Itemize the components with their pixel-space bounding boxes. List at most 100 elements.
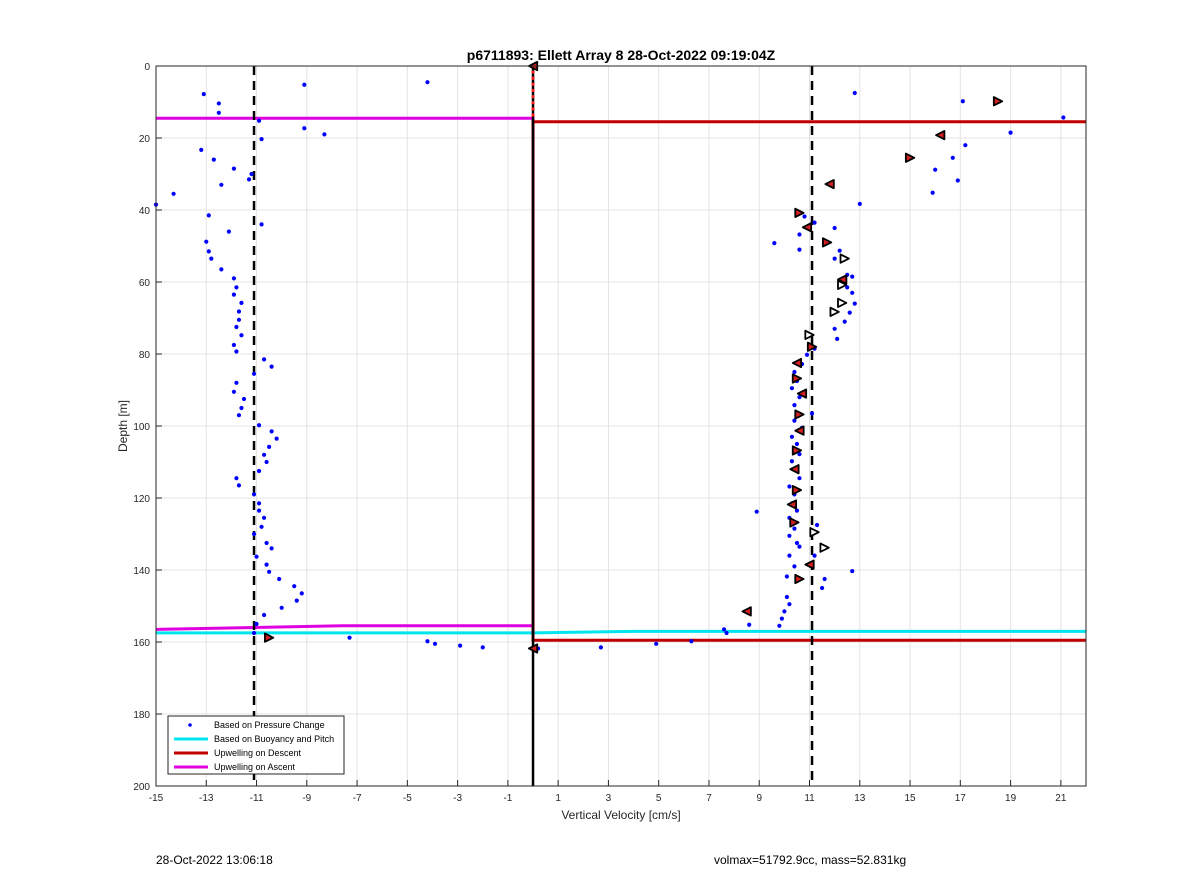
- pressure-change-point: [261, 357, 267, 362]
- pressure-change-point: [256, 468, 262, 474]
- triangle-marker: [829, 306, 840, 317]
- pressure-change-point: [850, 290, 855, 295]
- pressure-change-point: [845, 285, 850, 290]
- pressure-change-points: [153, 80, 1066, 651]
- pressure-change-point: [201, 91, 206, 97]
- pressure-change-point: [269, 364, 274, 369]
- triangle-marker: [527, 643, 539, 654]
- pressure-change-point: [777, 623, 782, 628]
- x-tick-label: -3: [453, 793, 462, 804]
- x-tick-label: -11: [250, 793, 264, 804]
- pressure-change-point: [251, 492, 257, 497]
- pressure-change-point: [347, 635, 352, 640]
- triangle-marker: [791, 373, 803, 384]
- pressure-change-point: [256, 423, 262, 428]
- pressure-change-point: [256, 118, 262, 123]
- x-tick-label: -15: [149, 793, 164, 804]
- pressure-change-point: [797, 544, 802, 549]
- x-tick-label: -7: [353, 793, 362, 804]
- pressure-change-point: [950, 155, 955, 160]
- triangle-marker: [794, 573, 805, 585]
- triangle-marker: [791, 357, 803, 369]
- pressure-change-point: [234, 380, 239, 385]
- pressure-change-point: [819, 585, 825, 591]
- pressure-change-point: [216, 101, 221, 106]
- pressure-change-point: [249, 171, 254, 177]
- y-axis-label: Depth [m]: [116, 400, 130, 452]
- pressure-change-point: [234, 285, 239, 290]
- pressure-change-point: [789, 386, 795, 391]
- pressure-change-point: [234, 324, 239, 330]
- pressure-change-point: [241, 396, 247, 402]
- pressure-change-point: [598, 645, 603, 650]
- pressure-change-point: [251, 371, 257, 376]
- pressure-change-point: [216, 110, 221, 115]
- x-tick-label: 1: [555, 793, 561, 804]
- pressure-change-point: [787, 602, 792, 607]
- pressure-change-point: [814, 522, 820, 528]
- pressure-change-point: [955, 178, 960, 183]
- pressure-change-point: [779, 616, 784, 621]
- pressure-change-point: [259, 222, 264, 227]
- triangle-marker: [741, 606, 752, 617]
- pressure-change-point: [261, 515, 267, 520]
- triangle-marker: [794, 409, 805, 420]
- pressure-change-point: [782, 609, 787, 614]
- pressure-change-point: [277, 576, 282, 582]
- triangle-marker: [791, 445, 803, 456]
- legend-label: Based on Pressure Change: [214, 720, 325, 730]
- x-tick-label: 13: [854, 793, 866, 804]
- triangle-markers: [264, 60, 1004, 654]
- pressure-change-point: [754, 509, 759, 514]
- y-tick-label: 40: [139, 206, 151, 217]
- pressure-change-point: [251, 531, 257, 537]
- footer-timestamp: 28-Oct-2022 13:06:18: [156, 853, 273, 867]
- footer-volmax-mass: volmax=51792.9cc, mass=52.831kg: [714, 853, 907, 867]
- pressure-change-point: [199, 147, 204, 152]
- pressure-change-point: [812, 220, 817, 225]
- y-tick-label: 100: [133, 422, 150, 433]
- pressure-change-point: [425, 80, 430, 85]
- pressure-change-point: [322, 132, 327, 137]
- pressure-change-point: [654, 641, 659, 646]
- y-tick-label: 160: [133, 638, 150, 649]
- pressure-change-point: [784, 574, 789, 579]
- pressure-change-point: [1061, 115, 1066, 120]
- x-tick-label: 11: [804, 793, 815, 804]
- pressure-change-point: [792, 369, 797, 375]
- pressure-change-point: [239, 300, 244, 305]
- triangle-marker: [837, 274, 848, 285]
- pressure-change-point: [256, 508, 262, 513]
- pressure-change-point: [425, 639, 430, 644]
- pressure-change-point: [267, 444, 272, 449]
- triangle-marker: [935, 130, 946, 141]
- pressure-change-point: [837, 248, 842, 253]
- x-axis-label: Vertical Velocity [cm/s]: [561, 808, 680, 822]
- legend: Based on Pressure Change Based on Buoyanc…: [167, 715, 345, 775]
- pressure-change-point: [832, 256, 837, 261]
- pressure-change-point: [236, 317, 242, 322]
- triangle-marker: [789, 517, 800, 528]
- pressure-change-point: [787, 484, 792, 489]
- pressure-change-point: [852, 90, 857, 96]
- triangle-marker: [804, 559, 815, 570]
- legend-label: Upwelling on Descent: [214, 748, 302, 758]
- y-tick-label: 80: [139, 350, 151, 361]
- y-tick-label: 140: [133, 566, 150, 577]
- pressure-change-point: [206, 213, 211, 218]
- triangle-marker: [839, 253, 850, 264]
- pressure-change-point: [299, 591, 304, 596]
- triangle-marker: [794, 207, 805, 218]
- pressure-change-point: [256, 501, 262, 506]
- pressure-change-point: [302, 82, 307, 87]
- triangle-marker: [804, 329, 815, 341]
- pressure-change-point: [812, 553, 817, 558]
- pressure-change-point: [1008, 130, 1013, 135]
- pressure-change-point: [963, 143, 968, 148]
- triangle-marker: [794, 425, 805, 436]
- pressure-change-point: [234, 349, 239, 354]
- legend-label: Upwelling on Ascent: [214, 762, 296, 772]
- x-tick-label: -5: [403, 793, 412, 804]
- legend-label: Based on Buoyancy and Pitch: [214, 734, 334, 744]
